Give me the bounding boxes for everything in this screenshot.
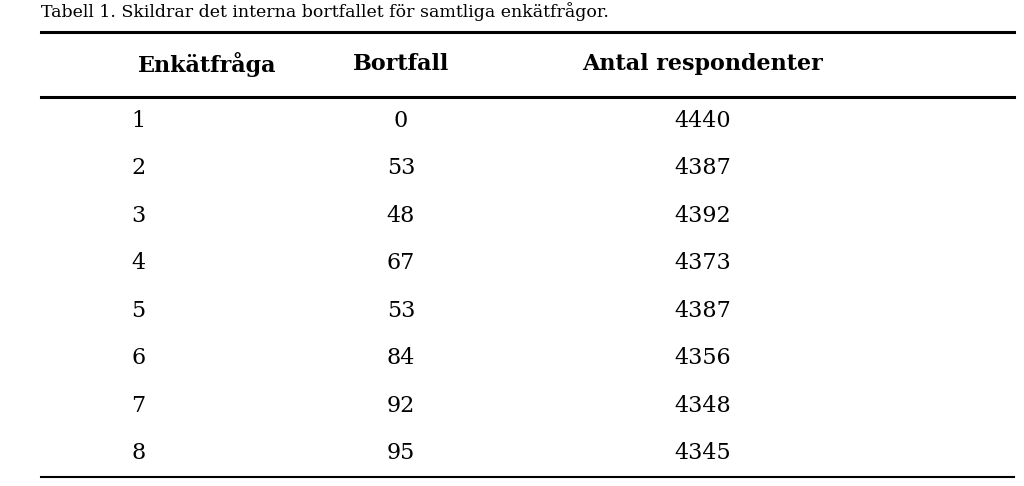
Text: 5: 5 (131, 300, 145, 322)
Text: 3: 3 (131, 205, 145, 227)
Text: 4387: 4387 (674, 157, 731, 179)
Text: 4373: 4373 (674, 252, 731, 275)
Text: 8: 8 (131, 442, 145, 465)
Text: 48: 48 (387, 205, 415, 227)
Text: 53: 53 (387, 157, 415, 179)
Text: 4440: 4440 (674, 110, 731, 132)
Text: 4387: 4387 (674, 300, 731, 322)
Text: 6: 6 (131, 347, 145, 369)
Text: 4345: 4345 (674, 442, 731, 465)
Text: 4392: 4392 (674, 205, 731, 227)
Text: 0: 0 (394, 110, 408, 132)
Text: Bortfall: Bortfall (353, 53, 449, 75)
Text: 92: 92 (387, 395, 415, 417)
Text: Antal respondenter: Antal respondenter (582, 53, 823, 75)
Text: Enkätfråga: Enkätfråga (138, 52, 276, 77)
Text: 4356: 4356 (674, 347, 731, 369)
Text: 4348: 4348 (674, 395, 731, 417)
Text: Tabell 1. Skildrar det interna bortfallet för samtliga enkätfrågor.: Tabell 1. Skildrar det interna bortfalle… (41, 2, 609, 21)
Text: 67: 67 (387, 252, 415, 275)
Text: 4: 4 (131, 252, 145, 275)
Text: 95: 95 (387, 442, 415, 465)
Text: 2: 2 (131, 157, 145, 179)
Text: 84: 84 (387, 347, 415, 369)
Text: 53: 53 (387, 300, 415, 322)
Text: 7: 7 (131, 395, 145, 417)
Text: 1: 1 (131, 110, 145, 132)
